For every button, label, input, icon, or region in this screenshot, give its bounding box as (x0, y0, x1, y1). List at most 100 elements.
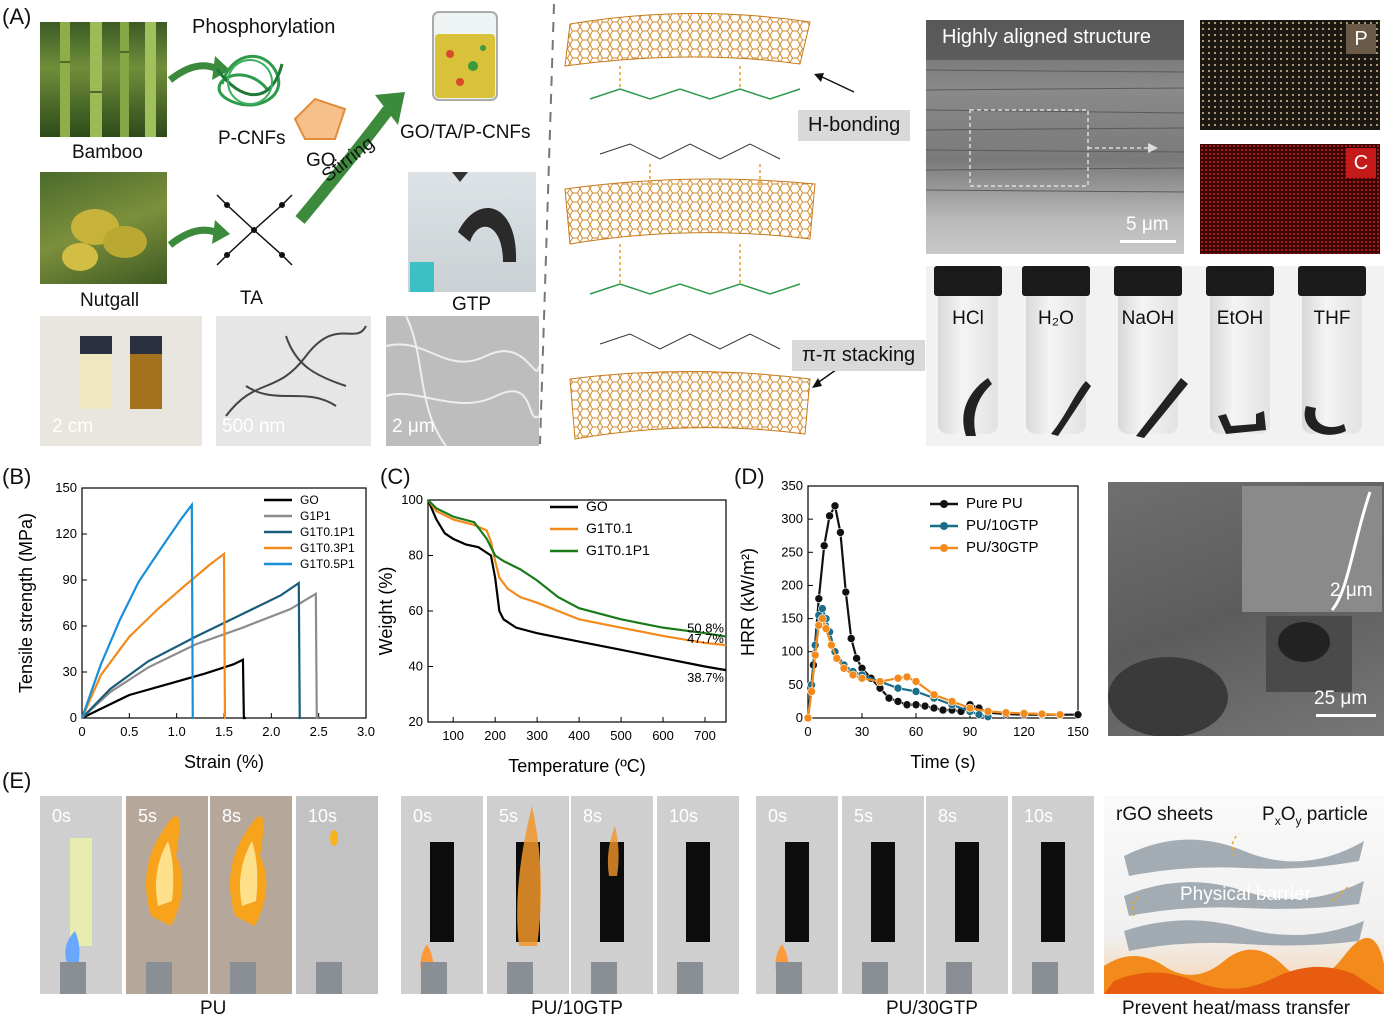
go-sheet-icon (293, 97, 347, 140)
series-point-0 (830, 501, 840, 511)
y-tick-label: 90 (63, 572, 77, 587)
series-point-2 (965, 703, 975, 713)
series-line-1 (427, 499, 727, 647)
process-arrows (167, 56, 405, 248)
graphene-sheet-1 (564, 13, 811, 67)
nutgall-icon (62, 209, 147, 271)
series-point-0 (902, 700, 912, 710)
char-sem-image: 2 μm 25 μm (1108, 482, 1384, 736)
flame-time-label: 8s (938, 806, 958, 826)
scale-25um-d: 25 μm (1314, 688, 1368, 709)
flame-sample-icon (591, 826, 624, 994)
burner-icon (60, 962, 86, 994)
flame-frame-pu30gtp-8s: 8s (926, 796, 1008, 994)
panel-label-a: (A) (2, 4, 32, 29)
flame-time-label: 0s (52, 806, 72, 826)
burner-icon (862, 962, 888, 994)
burner-icon (507, 962, 533, 994)
vial-label-water: H₂O (1038, 308, 1074, 329)
burner-icon (230, 962, 256, 994)
flame-time-label: 5s (138, 806, 158, 826)
x-tick-label: 60 (909, 724, 923, 739)
series-point-2 (848, 670, 858, 680)
pu-strip (70, 838, 92, 946)
flame-frame-pu30gtp-0s: 0s (756, 796, 838, 994)
series-line-2 (427, 499, 727, 638)
gtp-coated-strip (955, 842, 979, 942)
film-curl-icon (410, 172, 517, 292)
x-tick-label: 1.0 (168, 724, 186, 739)
plot-frame (807, 485, 1079, 719)
flame-sample-icon (775, 842, 809, 994)
y-tick-label: 200 (781, 577, 803, 592)
y-tick-label: 30 (63, 664, 77, 679)
flame-sample-icon (230, 816, 267, 994)
y-axis-label: Tensile strength (MPa) (16, 513, 36, 693)
flame-time-label: 0s (413, 806, 433, 826)
flame-time-label: 10s (308, 806, 338, 826)
y-tick-label: 0 (796, 710, 803, 725)
series-point-2 (821, 624, 831, 633)
vial-etoh: EtOH (1206, 266, 1274, 434)
physical-barrier-label: Physical barrier (1180, 884, 1311, 905)
series-point-0 (852, 654, 861, 663)
series-point-0 (884, 693, 894, 703)
panel-label-c: (C) (380, 464, 411, 489)
eds-p-tag: P (1346, 24, 1376, 54)
series-point-2 (947, 697, 957, 706)
x-tick-label: 500 (610, 728, 632, 743)
eds-c-tag: C (1346, 148, 1376, 178)
x-tick-label: 3.0 (357, 724, 375, 739)
flame-sample-icon (60, 838, 92, 994)
flame-time-label: 8s (583, 806, 603, 826)
pxoy-particle: particle (1301, 804, 1368, 825)
series-point-2 (1055, 710, 1065, 719)
burner-icon (776, 962, 802, 994)
series-point-0 (819, 541, 829, 550)
legend-label: Pure PU (966, 495, 1023, 512)
y-tick-label: 100 (401, 492, 423, 507)
y-tick-label: 50 (789, 677, 803, 692)
x-tick-label: 1.5 (215, 724, 233, 739)
graphene-sheet-2 (564, 178, 816, 245)
pxoy-particle-label: PxOy particle (1262, 804, 1368, 828)
nutgall-label: Nutgall (80, 290, 140, 311)
pcnfs-label: P-CNFs (218, 128, 286, 149)
pcnf-network-icon (215, 55, 284, 107)
chart-d-hrr: 0 30 60 90 120 150 0 50 100 150 200 250 300 350 Time (… (740, 478, 1089, 772)
burning-flame (517, 806, 541, 946)
small-flame (607, 826, 619, 876)
y-tick-label: 40 (409, 659, 423, 674)
series-line-1 (81, 591, 319, 720)
nutgall-photo (40, 172, 167, 284)
series-point-0 (911, 700, 921, 710)
legend-label: G1P1 (300, 509, 331, 523)
x-axis-label: Temperature (ºC) (508, 756, 646, 776)
small-flame (330, 830, 338, 846)
flame-frame-pu30gtp-10s: 10s (1012, 796, 1094, 994)
legend-label: G1T0.1P1 (300, 525, 355, 539)
legend-marker (940, 544, 948, 552)
y-axis-label: HRR (kW/m²) (740, 548, 758, 656)
flame-sample-icon (1032, 842, 1065, 994)
x-tick-label: 0.5 (120, 724, 138, 739)
x-tick-label: 600 (652, 728, 674, 743)
flame-sample-icon (507, 806, 541, 994)
series-point-2 (911, 677, 921, 686)
scale-5um: 5 μm (1126, 214, 1169, 235)
legend-label: G1T0.3P1 (300, 541, 355, 555)
panel-label-e: (E) (2, 768, 32, 793)
panel-label-d: (D) (734, 464, 765, 489)
series-point-2 (875, 677, 885, 686)
flame-frame-pu10gtp-8s: 8s (571, 796, 653, 994)
h-bonding-tag: H-bonding (798, 110, 911, 141)
vial-label-thf: THF (1313, 308, 1351, 329)
series-point-1 (893, 683, 903, 693)
gtp-label: GTP (452, 294, 492, 315)
scale-25um-bar (1316, 714, 1376, 717)
series-point-0 (825, 511, 834, 521)
x-tick-label: 30 (855, 724, 869, 739)
y-tick-label: 150 (55, 480, 77, 495)
pxoy-y: y (1295, 813, 1302, 828)
series-point-0 (920, 701, 930, 711)
